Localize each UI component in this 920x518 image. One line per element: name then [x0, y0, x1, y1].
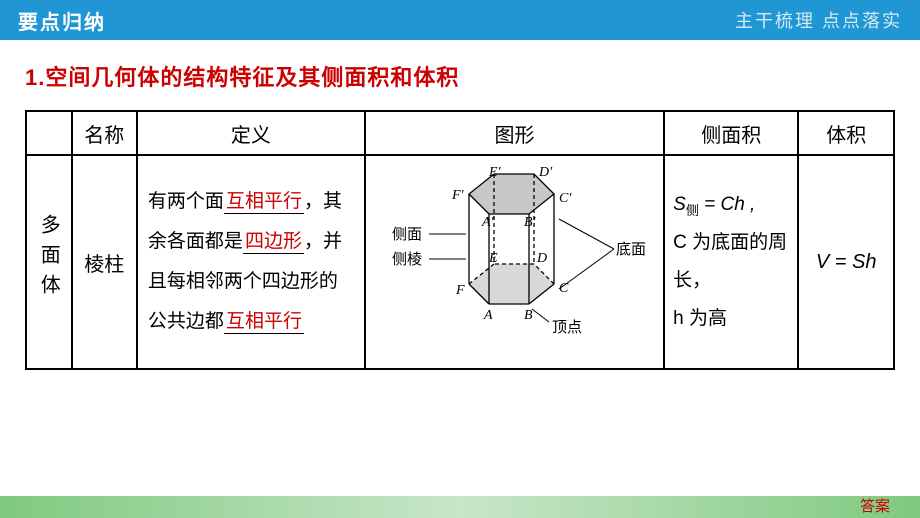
def-fill-2: 四边形: [243, 231, 304, 254]
header-bar: 要点归纳 主干梳理 点点落实: [0, 0, 920, 40]
def-text-1: 有两个面: [148, 191, 224, 212]
svg-text:E: E: [488, 251, 498, 266]
svg-text:底面: 底面: [616, 241, 646, 258]
svg-text:D: D: [536, 251, 547, 266]
cell-volume: V = Sh: [798, 155, 894, 369]
content-area: 1.空间几何体的结构特征及其侧面积和体积 名称 定义 图形 侧面积 体积 多面体…: [0, 40, 920, 370]
th-volume: 体积: [798, 111, 894, 155]
th-figure: 图形: [365, 111, 664, 155]
svg-text:C′: C′: [559, 191, 572, 206]
svg-text:侧面: 侧面: [392, 226, 422, 243]
svg-text:A′: A′: [481, 215, 495, 230]
th-definition: 定义: [137, 111, 365, 155]
svg-text:B: B: [524, 308, 533, 323]
svg-text:D′: D′: [538, 165, 553, 180]
svg-text:F: F: [455, 283, 465, 298]
area-eq: = Ch ,: [699, 194, 756, 215]
footer-bar: [0, 496, 920, 518]
svg-text:B′: B′: [524, 215, 537, 230]
svg-text:A: A: [483, 308, 493, 323]
svg-text:侧棱: 侧棱: [392, 251, 422, 268]
category-text: 多面体: [34, 214, 63, 304]
area-line3: h 为高: [673, 308, 727, 329]
cell-figure: A′ B′ C′ D′ E′ F′ A B C D E F 侧面 侧棱 底面 顶…: [365, 155, 664, 369]
table-row: 多面体 棱柱 有两个面互相平行，其余各面都是四边形，并且每相邻两个四边形的公共边…: [26, 155, 894, 369]
def-fill-3: 互相平行: [224, 311, 304, 334]
geometry-table: 名称 定义 图形 侧面积 体积 多面体 棱柱 有两个面互相平行，其余各面都是四边…: [25, 110, 895, 370]
table-header-row: 名称 定义 图形 侧面积 体积: [26, 111, 894, 155]
th-blank: [26, 111, 72, 155]
prism-diagram: A′ B′ C′ D′ E′ F′ A B C D E F 侧面 侧棱 底面 顶…: [374, 164, 654, 354]
answer-link[interactable]: 答案: [860, 495, 890, 516]
def-fill-1: 互相平行: [224, 191, 304, 214]
svg-text:E′: E′: [488, 165, 502, 180]
cell-definition: 有两个面互相平行，其余各面都是四边形，并且每相邻两个四边形的公共边都互相平行: [137, 155, 365, 369]
svg-text:顶点: 顶点: [552, 319, 582, 336]
th-name: 名称: [72, 111, 137, 155]
area-line2: C 为底面的周长，: [673, 232, 787, 291]
header-subtitle: 主干梳理 点点落实: [735, 7, 902, 33]
cell-category: 多面体: [26, 155, 72, 369]
header-title: 要点归纳: [18, 6, 106, 35]
area-sub: 侧: [686, 203, 699, 218]
area-S: S: [673, 194, 686, 215]
svg-text:F′: F′: [451, 188, 465, 203]
section-title: 1.空间几何体的结构特征及其侧面积和体积: [25, 60, 895, 92]
svg-text:C: C: [559, 281, 569, 296]
th-area: 侧面积: [664, 111, 798, 155]
cell-area: S侧 = Ch , C 为底面的周长， h 为高: [664, 155, 798, 369]
cell-name: 棱柱: [72, 155, 137, 369]
